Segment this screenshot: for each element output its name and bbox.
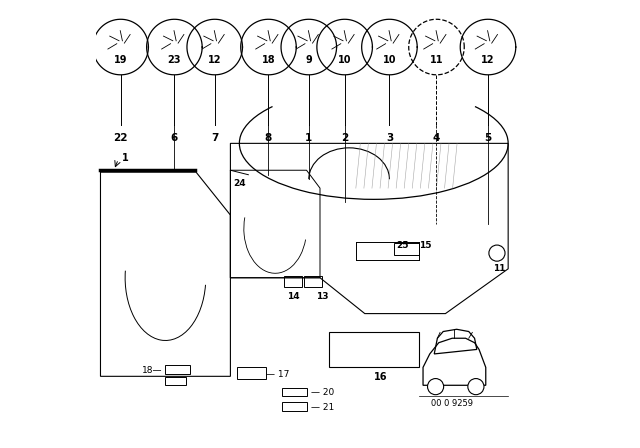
Text: 3: 3: [386, 133, 393, 143]
Text: 18—: 18—: [142, 366, 163, 375]
Text: 19: 19: [114, 55, 127, 65]
Text: 5: 5: [484, 133, 492, 143]
Text: — 20: — 20: [311, 388, 334, 397]
Text: 13: 13: [316, 292, 328, 301]
Text: 12: 12: [481, 55, 495, 65]
Text: 9: 9: [305, 55, 312, 65]
Text: 14: 14: [287, 292, 300, 301]
Text: 10: 10: [338, 55, 351, 65]
Text: — 21: — 21: [311, 403, 334, 412]
Text: 18: 18: [262, 55, 275, 65]
Text: 6: 6: [171, 133, 178, 143]
Text: 15: 15: [419, 241, 431, 250]
Text: 1: 1: [305, 133, 312, 143]
Text: 10: 10: [383, 55, 396, 65]
Text: 23: 23: [168, 55, 181, 65]
Text: 2: 2: [341, 133, 348, 143]
Text: 25: 25: [397, 241, 409, 250]
Circle shape: [428, 379, 444, 395]
Text: 22: 22: [113, 133, 128, 143]
Text: 4: 4: [433, 133, 440, 143]
Text: 16: 16: [374, 372, 387, 382]
Text: — 17: — 17: [266, 370, 290, 379]
Text: 1: 1: [122, 153, 129, 163]
Text: 11: 11: [429, 55, 444, 65]
Text: 00 0 9259: 00 0 9259: [431, 399, 473, 408]
Text: 7: 7: [211, 133, 218, 143]
Text: 8: 8: [265, 133, 272, 143]
Text: 12: 12: [208, 55, 221, 65]
Text: 24: 24: [233, 179, 246, 188]
Text: 11: 11: [493, 264, 506, 273]
Circle shape: [468, 379, 484, 395]
